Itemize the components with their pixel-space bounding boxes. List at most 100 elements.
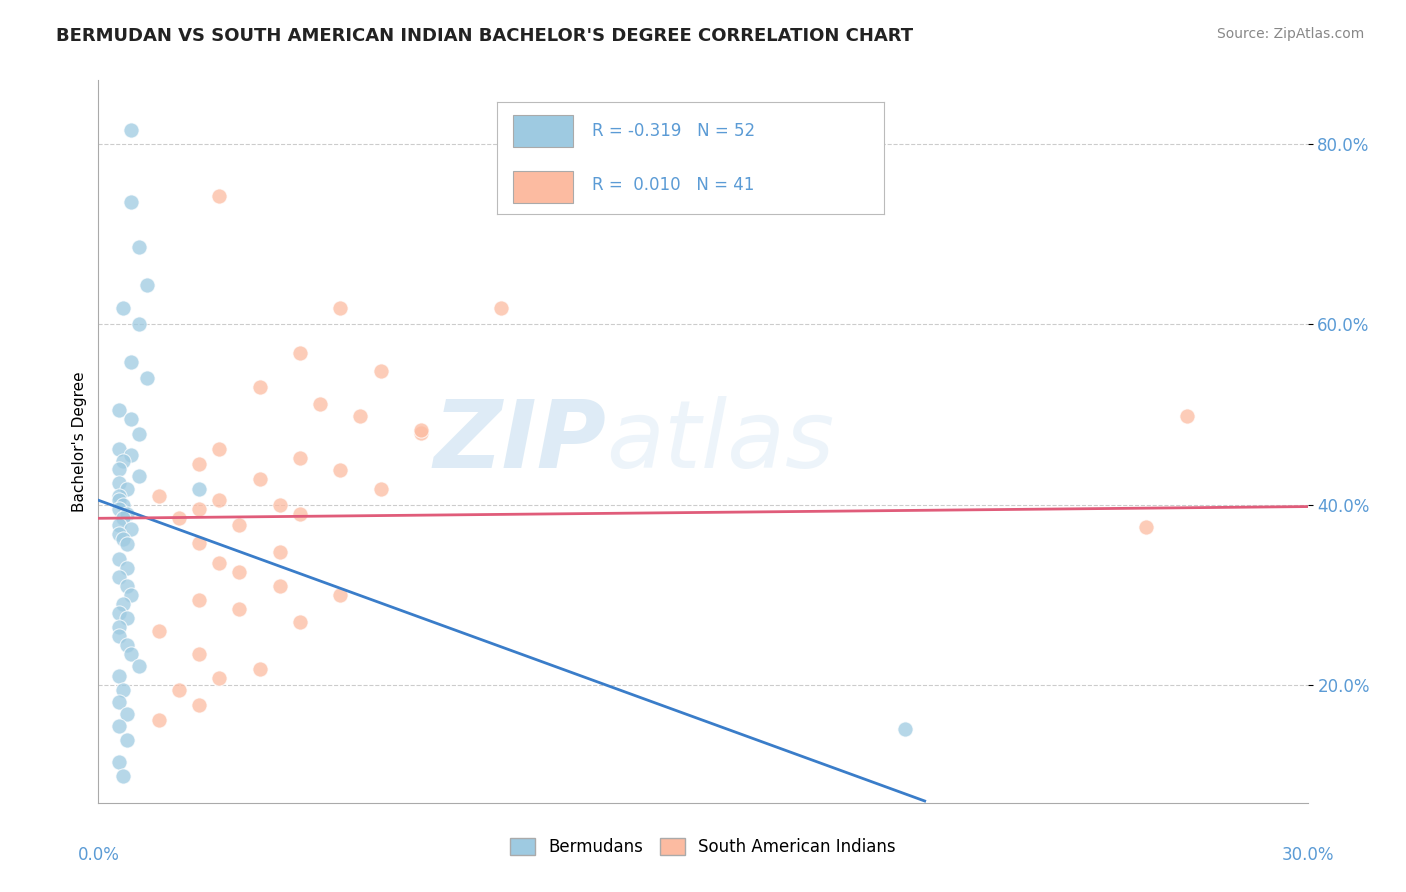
Point [148, 489, 170, 503]
Point [148, 624, 170, 639]
Point [107, 461, 129, 475]
Point [120, 412, 142, 426]
Point [107, 526, 129, 541]
Point [128, 468, 150, 483]
Point [120, 195, 142, 210]
Point [893, 722, 915, 736]
Point [128, 658, 150, 673]
Point [349, 409, 371, 424]
Text: ZIP: ZIP [433, 395, 606, 488]
Point [111, 532, 134, 546]
Point [107, 755, 129, 769]
Point [115, 507, 138, 521]
Point [115, 561, 138, 575]
Point [249, 473, 271, 487]
Point [111, 769, 134, 783]
Point [120, 123, 142, 137]
Point [249, 380, 271, 394]
Point [107, 695, 129, 709]
Legend: Bermudans, South American Indians: Bermudans, South American Indians [503, 831, 903, 863]
Point [288, 346, 311, 360]
Point [188, 647, 211, 661]
Point [1135, 520, 1157, 534]
Point [208, 493, 231, 508]
Point [120, 448, 142, 462]
Point [208, 442, 231, 456]
Point [107, 442, 129, 456]
Point [115, 579, 138, 593]
Point [107, 489, 129, 503]
Point [128, 317, 150, 331]
Point [115, 732, 138, 747]
Point [128, 240, 150, 254]
Point [115, 482, 138, 496]
Point [269, 545, 291, 559]
Point [107, 476, 129, 491]
Point [188, 592, 211, 607]
Text: Source: ZipAtlas.com: Source: ZipAtlas.com [1216, 27, 1364, 41]
Point [167, 682, 190, 697]
Point [135, 278, 157, 293]
Point [208, 557, 231, 571]
Point [107, 552, 129, 566]
Point [228, 517, 250, 532]
Point [111, 682, 134, 697]
Text: atlas: atlas [606, 396, 835, 487]
Point [107, 502, 129, 516]
Point [107, 570, 129, 584]
Point [329, 588, 352, 602]
Point [228, 566, 250, 580]
Point [249, 662, 271, 676]
Point [107, 493, 129, 508]
Point [288, 507, 311, 521]
Text: 0.0%: 0.0% [77, 847, 120, 864]
Point [111, 301, 134, 315]
Point [409, 425, 432, 440]
Point [188, 457, 211, 471]
Point [120, 588, 142, 602]
Point [111, 597, 134, 611]
Point [269, 579, 291, 593]
Point [115, 707, 138, 722]
Point [329, 301, 352, 315]
Point [115, 536, 138, 550]
Point [188, 698, 211, 713]
Point [370, 364, 392, 378]
Point [491, 301, 513, 315]
Point [288, 450, 311, 465]
Point [370, 482, 392, 496]
Point [120, 355, 142, 369]
Point [115, 610, 138, 624]
Point [228, 601, 250, 615]
Point [107, 669, 129, 683]
Point [208, 189, 231, 203]
Point [329, 463, 352, 477]
Point [120, 647, 142, 661]
Point [1175, 409, 1198, 424]
Point [148, 713, 170, 727]
Point [120, 522, 142, 536]
Point [107, 620, 129, 634]
Y-axis label: Bachelor's Degree: Bachelor's Degree [72, 371, 87, 512]
Point [188, 502, 211, 516]
Point [128, 427, 150, 442]
Point [107, 606, 129, 620]
Point [288, 615, 311, 630]
Point [135, 371, 157, 385]
Text: 30.0%: 30.0% [1281, 847, 1334, 864]
Point [107, 517, 129, 532]
Point [409, 423, 432, 437]
Point [309, 396, 332, 410]
Point [188, 482, 211, 496]
Point [107, 629, 129, 643]
Point [111, 454, 134, 468]
Point [115, 638, 138, 652]
Point [269, 498, 291, 512]
Point [111, 511, 134, 525]
Point [208, 671, 231, 685]
Point [188, 535, 211, 549]
Point [167, 511, 190, 525]
Point [107, 719, 129, 733]
Point [107, 403, 129, 417]
Point [111, 498, 134, 512]
